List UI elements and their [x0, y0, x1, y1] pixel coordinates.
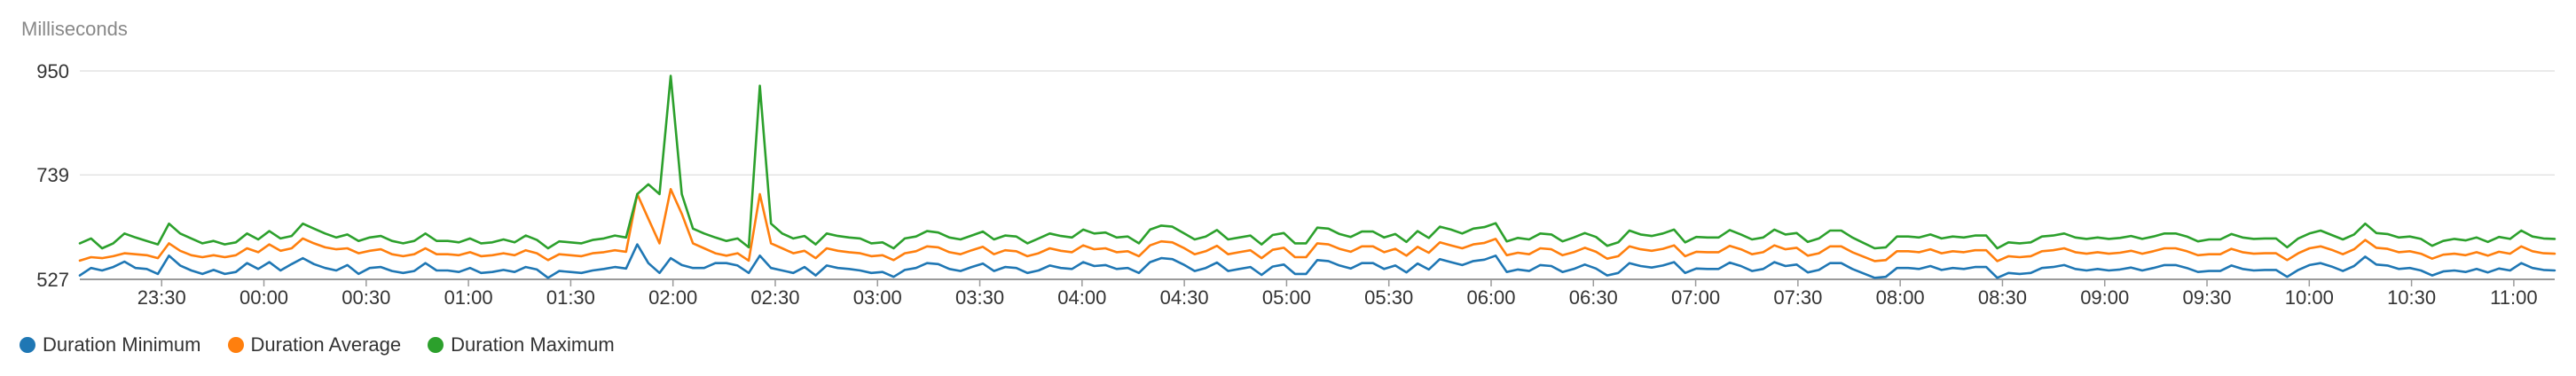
x-tick-label: 08:00: [1876, 286, 1925, 309]
x-tick-label: 00:30: [342, 286, 390, 309]
y-tick-labels: 527 739 950: [36, 60, 69, 291]
legend-swatch-maximum: [428, 337, 444, 353]
x-tick-label: 09:00: [2080, 286, 2129, 309]
x-tick-label: 06:30: [1569, 286, 1618, 309]
x-tick-label: 10:30: [2387, 286, 2436, 309]
y-tick-label: 739: [36, 164, 69, 186]
x-tick-label: 08:30: [1978, 286, 2027, 309]
legend-swatch-minimum: [20, 337, 35, 353]
legend-item-maximum[interactable]: Duration Maximum: [428, 333, 615, 356]
legend-swatch-average: [227, 337, 244, 353]
x-tick-label: 11:00: [2490, 286, 2537, 309]
y-tick-label: 950: [36, 60, 69, 82]
y-tick-label: 527: [36, 269, 69, 291]
x-tick-label: 03:30: [955, 286, 1004, 309]
legend-label-maximum: Duration Maximum: [451, 333, 615, 356]
x-tick-label: 07:00: [1671, 286, 1720, 309]
x-tick-label: 05:00: [1262, 286, 1311, 309]
gridlines: [80, 70, 2555, 280]
x-tick-label: 01:30: [546, 286, 595, 309]
x-tick-labels: 23:30 00:00 00:30 01:00 01:30 02:00 02:30 03:00…: [137, 279, 2538, 309]
x-tick-label: 02:30: [750, 286, 799, 309]
series-lines: [78, 74, 2556, 279]
legend-label-average: Duration Average: [250, 333, 402, 356]
x-tick-label: 03:00: [853, 286, 902, 309]
x-tick-label: 05:30: [1364, 286, 1413, 309]
series-line-maximum[interactable]: [78, 74, 2556, 250]
legend-item-minimum[interactable]: Duration Minimum: [20, 333, 201, 356]
x-tick-label: 23:30: [137, 286, 186, 309]
x-tick-label: 01:00: [444, 286, 493, 309]
y-axis-label: Milliseconds: [21, 18, 128, 40]
x-tick-label: 04:30: [1160, 286, 1209, 309]
x-tick-label: 09:30: [2182, 286, 2231, 309]
x-tick-label: 10:00: [2285, 286, 2334, 309]
legend-label-minimum: Duration Minimum: [43, 333, 201, 356]
series-line-average[interactable]: [78, 188, 2556, 262]
x-tick-label: 06:00: [1466, 286, 1515, 309]
legend-item-average[interactable]: Duration Average: [227, 333, 402, 356]
x-tick-label: 00:00: [240, 286, 288, 309]
series-line-minimum[interactable]: [78, 243, 2556, 279]
legend: Duration Minimum Duration Average Durati…: [20, 333, 615, 356]
x-tick-label: 07:30: [1773, 286, 1822, 309]
x-tick-label: 02:00: [648, 286, 697, 309]
x-tick-label: 04:00: [1057, 286, 1106, 309]
